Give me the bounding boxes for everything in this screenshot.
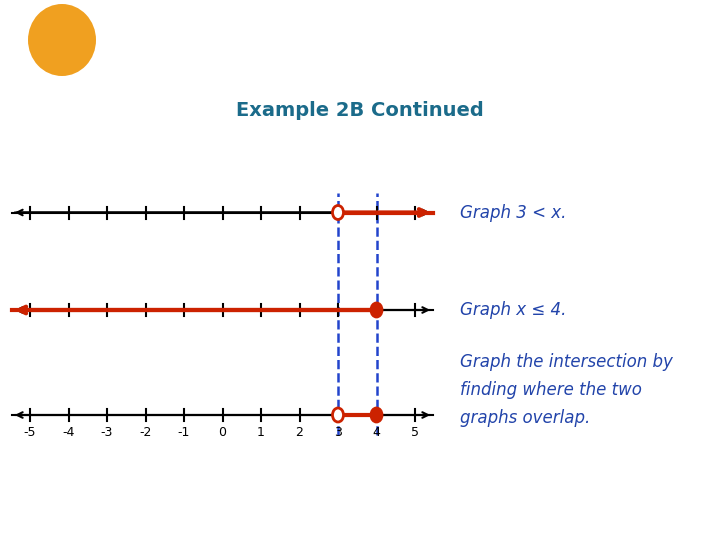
Text: 2: 2 [296,426,303,439]
Text: Graph the intersection by
finding where the two
graphs overlap.: Graph the intersection by finding where … [460,353,673,427]
Text: Solving Compound Inequalities: Solving Compound Inequalities [147,24,634,52]
Text: Graph x ≤ 4.: Graph x ≤ 4. [460,301,567,319]
Ellipse shape [333,206,343,219]
Text: 0: 0 [218,426,227,439]
Text: -2: -2 [139,426,152,439]
Ellipse shape [333,408,343,422]
Text: -4: -4 [63,426,75,439]
Text: Example 2B Continued: Example 2B Continued [236,100,484,119]
Text: Graph 3 < x.: Graph 3 < x. [460,204,567,221]
Ellipse shape [371,303,382,317]
Text: Holt McDougal Algebra 1: Holt McDougal Algebra 1 [10,516,166,530]
Text: -3: -3 [101,426,113,439]
Text: -5: -5 [24,426,36,439]
Text: 4: 4 [372,426,380,439]
Ellipse shape [28,4,96,76]
Text: Copyright © by Holt Mc Dougal. All Rights Reserved.: Copyright © by Holt Mc Dougal. All Right… [417,518,710,528]
Text: 3: 3 [334,426,342,439]
Text: 1: 1 [257,426,265,439]
Text: 5: 5 [411,426,419,439]
Ellipse shape [371,408,382,422]
Text: -1: -1 [178,426,190,439]
